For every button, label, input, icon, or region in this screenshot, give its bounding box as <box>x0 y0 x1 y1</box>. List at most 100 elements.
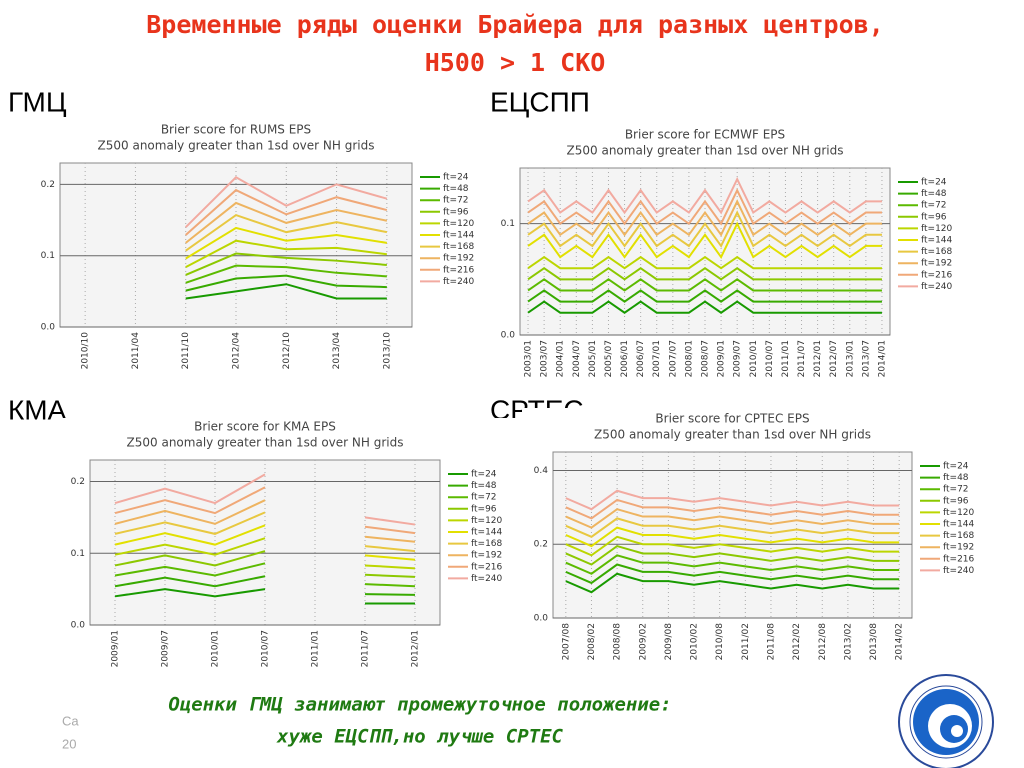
legend-label: ft=24 <box>943 462 969 472</box>
y-tick-label: 0.1 <box>71 549 85 559</box>
series-line <box>527 199 882 237</box>
x-tick-label: 2010/01 <box>749 340 759 377</box>
legend-label: ft=240 <box>443 277 475 287</box>
series-line <box>185 239 387 268</box>
x-tick-label: 2011/08 <box>766 623 776 661</box>
series-line <box>565 554 900 575</box>
x-tick-label: 2011/02 <box>741 623 751 660</box>
chart-subtitle: Z500 anomaly greater than 1sd over NH gr… <box>127 436 404 450</box>
x-tick-label: 2014/02 <box>895 623 905 660</box>
conclusion: Оценки ГМЦ занимают промежуточное положе… <box>168 694 671 716</box>
legend-label: ft=48 <box>443 184 469 194</box>
x-tick-label: 2013/04 <box>332 332 342 370</box>
x-tick-label: 2010/01 <box>211 630 221 667</box>
series-line <box>185 283 387 300</box>
x-tick-label: 2014/01 <box>877 340 887 377</box>
legend-label: ft=216 <box>471 562 503 572</box>
x-tick-label: 2010/07 <box>765 340 775 377</box>
series-line <box>527 187 882 226</box>
legend-label: ft=96 <box>943 496 969 506</box>
x-tick-label: 2008/08 <box>613 623 623 661</box>
x-tick-label: 2011/07 <box>361 630 371 667</box>
legend-label: ft=216 <box>921 270 953 280</box>
series-line <box>565 535 900 557</box>
legend-label: ft=168 <box>443 242 475 252</box>
x-tick-label: 2011/04 <box>131 332 141 370</box>
x-tick-label: 2010/02 <box>690 623 700 660</box>
x-tick-label: 2013/01 <box>845 340 855 377</box>
footer: 20 <box>62 736 76 751</box>
legend-label: ft=96 <box>443 207 469 217</box>
legend-label: ft=24 <box>443 173 469 183</box>
x-tick-label: 2012/07 <box>829 340 839 377</box>
legend-label: ft=192 <box>943 543 974 553</box>
x-tick-label: 2004/07 <box>572 340 582 377</box>
series-line <box>114 550 416 578</box>
x-tick-label: 2008/01 <box>684 340 694 377</box>
legend-label: ft=192 <box>443 254 474 264</box>
chart-title: Brier score for KMA EPS <box>194 420 336 434</box>
x-tick-label: 2009/01 <box>111 630 121 667</box>
legend-label: ft=96 <box>921 212 947 222</box>
plot-area <box>519 167 891 336</box>
series-line <box>527 221 882 260</box>
x-tick-label: 2011/10 <box>181 332 191 370</box>
center-label: ГМЦ <box>8 86 67 117</box>
plot-area <box>552 451 913 619</box>
x-tick-label: 2006/01 <box>620 340 630 377</box>
x-tick-label: 2011/07 <box>797 340 807 377</box>
legend-label: ft=120 <box>443 219 475 229</box>
legend-label: ft=168 <box>921 247 953 257</box>
chart-title: Brier score for CPTEC EPS <box>655 412 809 426</box>
legend-label: ft=48 <box>471 481 497 491</box>
slide-title: Н500 > 1 СКО <box>425 48 606 77</box>
x-tick-label: 2010/08 <box>715 623 725 661</box>
series-line <box>114 524 416 561</box>
x-tick-label: 2010/07 <box>261 630 271 667</box>
series-line <box>114 575 416 596</box>
series-line <box>185 274 387 292</box>
x-tick-label: 2011/01 <box>781 340 791 377</box>
legend-label: ft=120 <box>471 516 503 526</box>
series-line <box>114 473 416 526</box>
legend-label: ft=24 <box>471 470 497 480</box>
legend-label: ft=192 <box>921 259 952 269</box>
x-tick-label: 2008/07 <box>701 340 711 377</box>
chart-title: Brier score for RUMS EPS <box>161 123 311 137</box>
legend-label: ft=72 <box>921 201 947 211</box>
series-line <box>114 486 416 535</box>
x-tick-label: 2008/02 <box>587 623 597 660</box>
legend-label: ft=72 <box>943 485 969 495</box>
x-tick-label: 2009/02 <box>638 623 648 660</box>
y-tick-label: 0.0 <box>534 614 549 624</box>
series-line <box>565 517 900 538</box>
legend-label: ft=24 <box>921 178 947 188</box>
series-line <box>185 213 388 252</box>
y-tick-label: 0.0 <box>501 331 516 341</box>
series-line <box>185 226 388 260</box>
x-tick-label: 2009/07 <box>161 630 171 667</box>
legend-label: ft=216 <box>943 554 975 564</box>
y-tick-label: 0.2 <box>71 477 85 487</box>
x-tick-label: 2006/07 <box>636 340 646 377</box>
series-line <box>565 489 900 511</box>
series-line <box>185 201 388 244</box>
x-tick-label: 2011/01 <box>311 630 321 667</box>
legend-label: ft=240 <box>921 282 953 292</box>
x-tick-label: 2009/08 <box>664 623 674 661</box>
legend-label: ft=48 <box>943 473 969 483</box>
x-tick-label: 2003/07 <box>540 340 550 377</box>
series-line <box>114 499 416 543</box>
x-tick-label: 2005/01 <box>588 340 598 377</box>
legend-label: ft=120 <box>921 224 953 234</box>
series-line <box>565 508 900 529</box>
chart-title: Brier score for ECMWF EPS <box>625 128 785 142</box>
series-line <box>114 511 416 553</box>
x-tick-label: 2004/01 <box>556 340 566 377</box>
legend-label: ft=120 <box>943 508 975 518</box>
legend-label: ft=168 <box>471 539 503 549</box>
footer: Ca <box>62 713 79 728</box>
x-tick-label: 2007/08 <box>561 623 571 661</box>
series-line <box>185 252 387 276</box>
series-line <box>527 266 882 281</box>
